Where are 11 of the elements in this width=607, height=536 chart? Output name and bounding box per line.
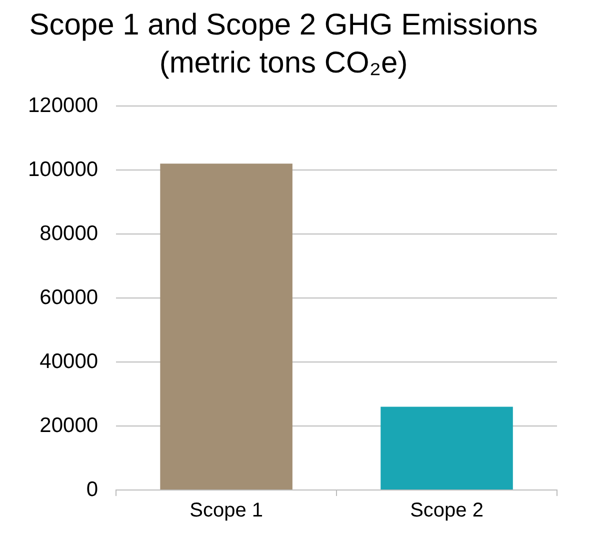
y-tick-label: 120000 xyxy=(28,94,98,117)
y-tick-label: 40000 xyxy=(40,350,98,373)
x-tick-label: Scope 2 xyxy=(410,500,484,522)
chart-subtitle: (metric tons CO₂e) xyxy=(159,46,408,80)
y-tick-label: 0 xyxy=(86,478,98,501)
y-tick-label: 20000 xyxy=(40,414,98,437)
y-tick-label: 80000 xyxy=(40,222,98,245)
chart-title: Scope 1 and Scope 2 GHG Emissions xyxy=(29,8,538,42)
x-tick-label: Scope 1 xyxy=(190,500,263,522)
y-tick-label: 60000 xyxy=(40,286,98,309)
y-tick-label: 100000 xyxy=(28,158,98,181)
